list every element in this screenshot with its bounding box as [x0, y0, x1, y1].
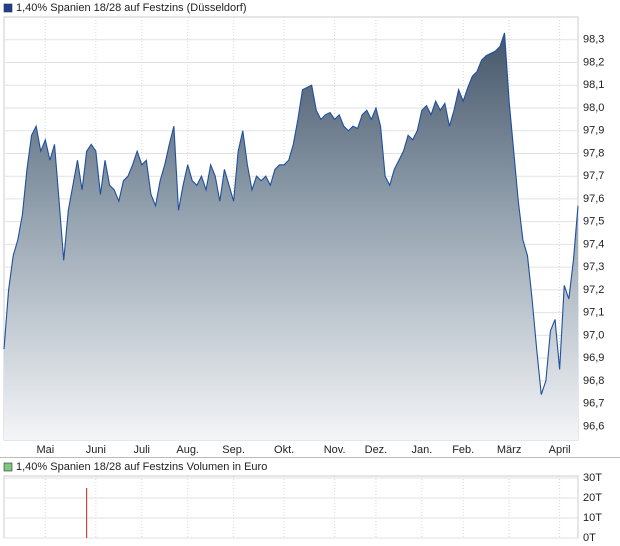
- y-tick-label: 96,7: [583, 398, 604, 410]
- y-tick-label: 96,6: [583, 420, 604, 432]
- y-tick-label: 97,3: [583, 261, 604, 273]
- x-tick-label: April: [549, 444, 571, 456]
- price-line: [3, 32, 579, 395]
- x-tick-label: Okt.: [274, 444, 294, 456]
- x-tick-label: Mai: [36, 444, 54, 456]
- x-tick-label: März: [497, 444, 521, 456]
- x-tick-label: Dez.: [365, 444, 388, 456]
- plot-frame: [3, 475, 579, 539]
- y-tick-label: 98,3: [583, 34, 604, 46]
- legend-label: 1,40% Spanien 18/28 auf Festzins Volumen…: [16, 461, 267, 473]
- x-tick-label: Sep.: [222, 444, 245, 456]
- y-tick-label: 97,1: [583, 307, 604, 319]
- volume-bar: [86, 488, 88, 538]
- y-tick-label: 98,1: [583, 79, 604, 91]
- y-tick-label: 98,2: [583, 56, 604, 68]
- x-tick-label: Juni: [86, 444, 106, 456]
- y-tick-label: 98,0: [583, 102, 604, 114]
- y-tick-label: 97,0: [583, 329, 604, 341]
- legend-swatch: [3, 462, 13, 472]
- x-tick-label: Feb.: [452, 444, 474, 456]
- y-tick-label: 10T: [583, 512, 602, 524]
- legend-label: 1,40% Spanien 18/28 auf Festzins (Düssel…: [16, 2, 247, 14]
- y-tick-label: 30T: [583, 472, 602, 484]
- x-tick-label: Aug.: [176, 444, 199, 456]
- y-tick-label: 97,6: [583, 193, 604, 205]
- y-tick-label: 96,9: [583, 352, 604, 364]
- y-tick-label: 0T: [583, 532, 596, 544]
- y-tick-label: 96,8: [583, 375, 604, 387]
- legend-swatch: [3, 3, 13, 13]
- area-fill: [4, 32, 578, 441]
- y-tick-label: 97,8: [583, 147, 604, 159]
- y-tick-label: 97,2: [583, 284, 604, 296]
- x-tick-label: Juli: [134, 444, 151, 456]
- y-tick-label: 97,4: [583, 238, 604, 250]
- x-tick-label: Nov.: [324, 444, 346, 456]
- y-tick-label: 97,5: [583, 216, 604, 228]
- y-tick-label: 97,9: [583, 125, 604, 137]
- y-tick-label: 97,7: [583, 170, 604, 182]
- y-tick-label: 20T: [583, 492, 602, 504]
- x-tick-label: Jan.: [411, 444, 432, 456]
